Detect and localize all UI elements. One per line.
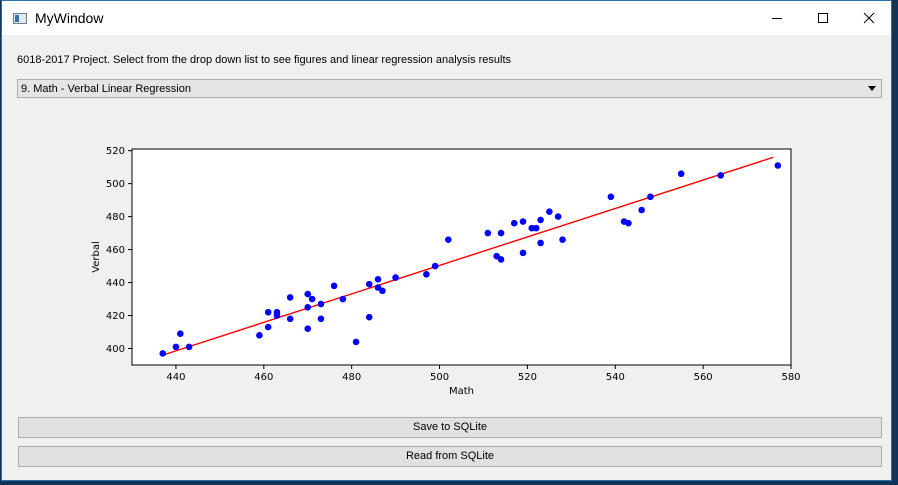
data-point [484, 229, 492, 237]
y-tick-label: 480 [106, 212, 125, 223]
data-point [537, 239, 544, 247]
data-point [185, 343, 193, 351]
data-point [177, 330, 184, 337]
data-point [286, 315, 294, 323]
data-point [638, 206, 645, 214]
maximize-icon [818, 13, 828, 23]
project-description-label: 6018-2017 Project. Select from the drop … [17, 54, 512, 66]
data-point [374, 275, 382, 283]
data-point [392, 274, 399, 281]
data-point [172, 343, 180, 351]
dropdown-selected-value: 9. Math - Verbal Linear Regression [21, 83, 191, 95]
regression-scatter-plot: 440 460 480 500 520 540 560 580 400 420 440 460 480 5… [91, 146, 801, 397]
y-tick-label: 440 [106, 278, 125, 289]
data-point [304, 325, 312, 333]
data-point [510, 219, 518, 227]
app-window-icon [13, 13, 27, 24]
data-point [554, 213, 562, 220]
close-button[interactable] [846, 1, 892, 35]
data-point [339, 295, 347, 303]
x-tick-label: 560 [694, 372, 713, 383]
regression-line [162, 156, 774, 356]
data-point [352, 338, 360, 346]
data-point [159, 350, 167, 357]
x-axis-label: Math [449, 386, 474, 397]
data-point [677, 170, 685, 178]
x-tick-label: 540 [606, 372, 625, 383]
x-tick-label: 580 [781, 372, 800, 383]
data-point [537, 216, 544, 224]
data-point [519, 218, 527, 225]
data-point [625, 219, 632, 227]
title-bar[interactable]: MyWindow [2, 1, 891, 35]
data-point [519, 249, 527, 257]
chevron-down-icon [868, 86, 876, 91]
figure-select-dropdown[interactable]: 9. Math - Verbal Linear Regression [17, 79, 882, 98]
data-point [423, 271, 430, 278]
data-point [431, 262, 439, 270]
data-point [365, 313, 373, 321]
y-axis-label: Verbal [91, 241, 102, 273]
data-point [365, 280, 373, 288]
data-point [497, 256, 505, 263]
data-point [532, 224, 540, 232]
y-tick-label: 420 [106, 311, 125, 322]
data-point [317, 315, 325, 323]
minimize-button[interactable] [754, 1, 800, 35]
data-point [774, 162, 782, 169]
read-from-sqlite-button[interactable]: Read from SQLite [18, 446, 882, 467]
save-to-sqlite-button[interactable]: Save to SQLite [18, 417, 882, 438]
y-tick-label: 500 [106, 179, 125, 190]
x-tick-label: 500 [430, 372, 449, 383]
x-tick-label: 460 [254, 372, 273, 383]
y-tick-label: 460 [106, 245, 125, 256]
data-point [445, 236, 452, 243]
data-point [273, 308, 281, 316]
x-tick-label: 520 [518, 372, 537, 383]
data-point [330, 282, 338, 290]
data-point [379, 287, 386, 295]
data-point [256, 332, 263, 339]
data-point [304, 303, 312, 311]
data-point [717, 172, 725, 179]
data-point [264, 308, 272, 316]
data-point [607, 193, 615, 201]
data-point [546, 208, 553, 215]
data-point [308, 295, 316, 303]
data-point [264, 323, 272, 331]
window-title: MyWindow [35, 10, 104, 26]
minimize-icon [772, 18, 782, 19]
data-point [497, 229, 505, 237]
close-icon [863, 12, 875, 24]
x-tick-label: 440 [166, 372, 185, 383]
data-point [647, 193, 654, 201]
x-tick-label: 480 [342, 372, 361, 383]
data-point [286, 294, 294, 301]
data-point [317, 300, 325, 308]
data-point [304, 290, 312, 298]
y-tick-label: 400 [106, 344, 125, 355]
maximize-button[interactable] [800, 1, 846, 35]
y-tick-label: 520 [106, 146, 125, 157]
data-point [559, 236, 566, 243]
